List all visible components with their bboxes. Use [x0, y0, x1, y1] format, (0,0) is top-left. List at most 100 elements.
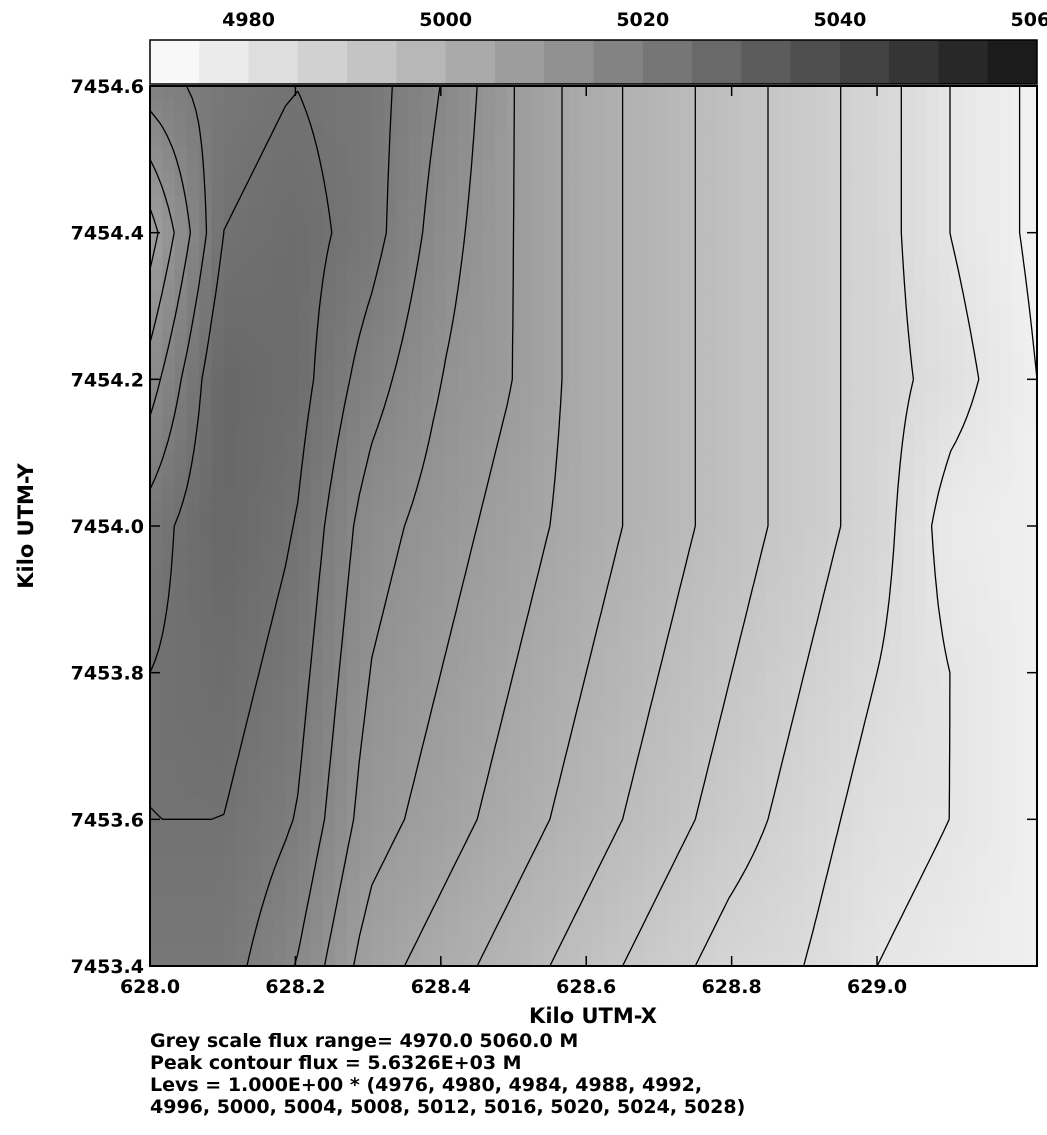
field-cell	[248, 354, 262, 368]
field-cell	[876, 868, 890, 882]
field-cell	[679, 587, 693, 600]
colorbar-band	[987, 40, 1038, 84]
field-cell	[864, 819, 878, 833]
field-cell	[186, 697, 200, 710]
field-cell	[605, 379, 619, 393]
field-cell	[150, 257, 163, 270]
field-cell	[839, 86, 853, 99]
field-cell	[482, 868, 496, 882]
field-cell	[211, 416, 225, 429]
field-cell	[692, 599, 705, 613]
field-cell	[322, 636, 336, 649]
field-cell	[753, 342, 767, 356]
field-cell	[260, 428, 274, 442]
field-cell	[334, 159, 348, 173]
field-cell	[852, 306, 866, 319]
field-cell	[186, 269, 200, 283]
field-cell	[852, 831, 866, 845]
field-cell	[938, 183, 952, 197]
field-cell	[876, 159, 890, 173]
field-cell	[531, 684, 545, 698]
field-cell	[839, 220, 853, 234]
field-cell	[531, 232, 545, 246]
field-cell	[753, 354, 767, 368]
field-cell	[790, 721, 804, 735]
field-cell	[827, 354, 841, 368]
field-cell	[359, 122, 373, 136]
field-cell	[556, 281, 570, 295]
field-cell	[470, 611, 484, 625]
field-cell	[938, 428, 952, 442]
field-cell	[519, 354, 533, 368]
field-cell	[852, 513, 866, 527]
field-cell	[1000, 318, 1013, 332]
field-cell	[186, 428, 200, 442]
field-cell	[704, 367, 718, 380]
field-cell	[593, 318, 607, 332]
field-cell	[975, 452, 989, 466]
field-cell	[347, 562, 361, 576]
field-cell	[950, 98, 964, 112]
field-cell	[322, 758, 336, 772]
field-cell	[1000, 306, 1013, 319]
field-cell	[605, 868, 619, 882]
field-cell	[1024, 587, 1037, 600]
field-cell	[334, 220, 348, 234]
field-cell	[667, 440, 681, 454]
field-cell	[864, 880, 878, 894]
field-cell	[297, 122, 311, 136]
field-cell	[494, 904, 508, 918]
field-cell	[729, 501, 742, 515]
field-cell	[839, 306, 853, 319]
field-cell	[531, 86, 545, 99]
field-cell	[445, 782, 459, 796]
field-cell	[938, 318, 952, 332]
field-cell	[839, 721, 853, 735]
field-cell	[926, 440, 940, 454]
field-cell	[864, 562, 878, 576]
field-cell	[162, 306, 176, 319]
field-cell	[692, 917, 705, 930]
field-cell	[1000, 721, 1013, 735]
field-cell	[396, 770, 410, 784]
field-cell	[790, 110, 804, 124]
field-cell	[827, 501, 841, 515]
field-cell	[963, 98, 977, 112]
field-cell	[162, 98, 176, 112]
field-cell	[753, 684, 767, 698]
field-cell	[174, 122, 188, 136]
field-cell	[544, 526, 558, 539]
field-cell	[765, 489, 779, 503]
field-cell	[1024, 403, 1037, 417]
field-cell	[864, 697, 878, 710]
field-cell	[716, 831, 730, 845]
field-cell	[729, 98, 742, 112]
field-cell	[815, 464, 829, 478]
field-cell	[741, 86, 755, 99]
field-cell	[568, 770, 582, 784]
field-cell	[827, 98, 841, 112]
field-cell	[457, 122, 471, 136]
field-cell	[162, 892, 176, 906]
field-cell	[667, 269, 681, 283]
field-cell	[519, 917, 533, 930]
field-cell	[765, 306, 779, 319]
field-cell	[236, 892, 250, 906]
field-cell	[716, 428, 730, 442]
field-cell	[260, 831, 274, 845]
field-cell	[223, 477, 237, 490]
field-cell	[273, 232, 287, 246]
field-cell	[581, 244, 595, 258]
field-cell	[679, 477, 693, 490]
field-cell	[605, 917, 619, 930]
field-cell	[1012, 86, 1026, 99]
field-cell	[975, 269, 989, 283]
field-cell	[938, 892, 952, 906]
field-cell	[802, 684, 816, 698]
field-cell	[926, 758, 940, 772]
field-cell	[642, 110, 656, 124]
field-cell	[593, 134, 607, 148]
field-cell	[162, 868, 176, 882]
colorbar-frame	[149, 39, 1038, 85]
field-cell	[322, 98, 336, 112]
